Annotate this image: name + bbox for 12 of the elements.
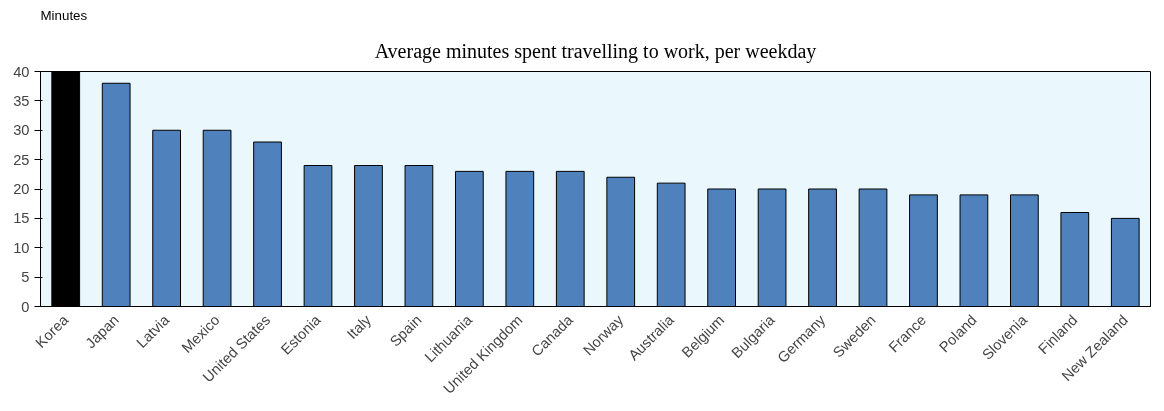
chart-title: Average minutes spent travelling to work, per weekday (374, 39, 817, 63)
y-tick-label: 25 (13, 151, 30, 168)
y-tick-label: 20 (13, 181, 30, 197)
y-tick-label: 0 (21, 298, 30, 315)
y-axis-title: Minutes (40, 7, 88, 23)
y-tick-label: 30 (13, 122, 30, 139)
y-tick-label: 5 (21, 269, 30, 286)
y-tick-label: 35 (13, 92, 30, 109)
y-tick-label: 15 (13, 210, 30, 227)
y-tick-label: 40 (13, 63, 30, 80)
x-tick-label: Italy (343, 311, 375, 343)
y-tick-label: 10 (13, 239, 30, 256)
